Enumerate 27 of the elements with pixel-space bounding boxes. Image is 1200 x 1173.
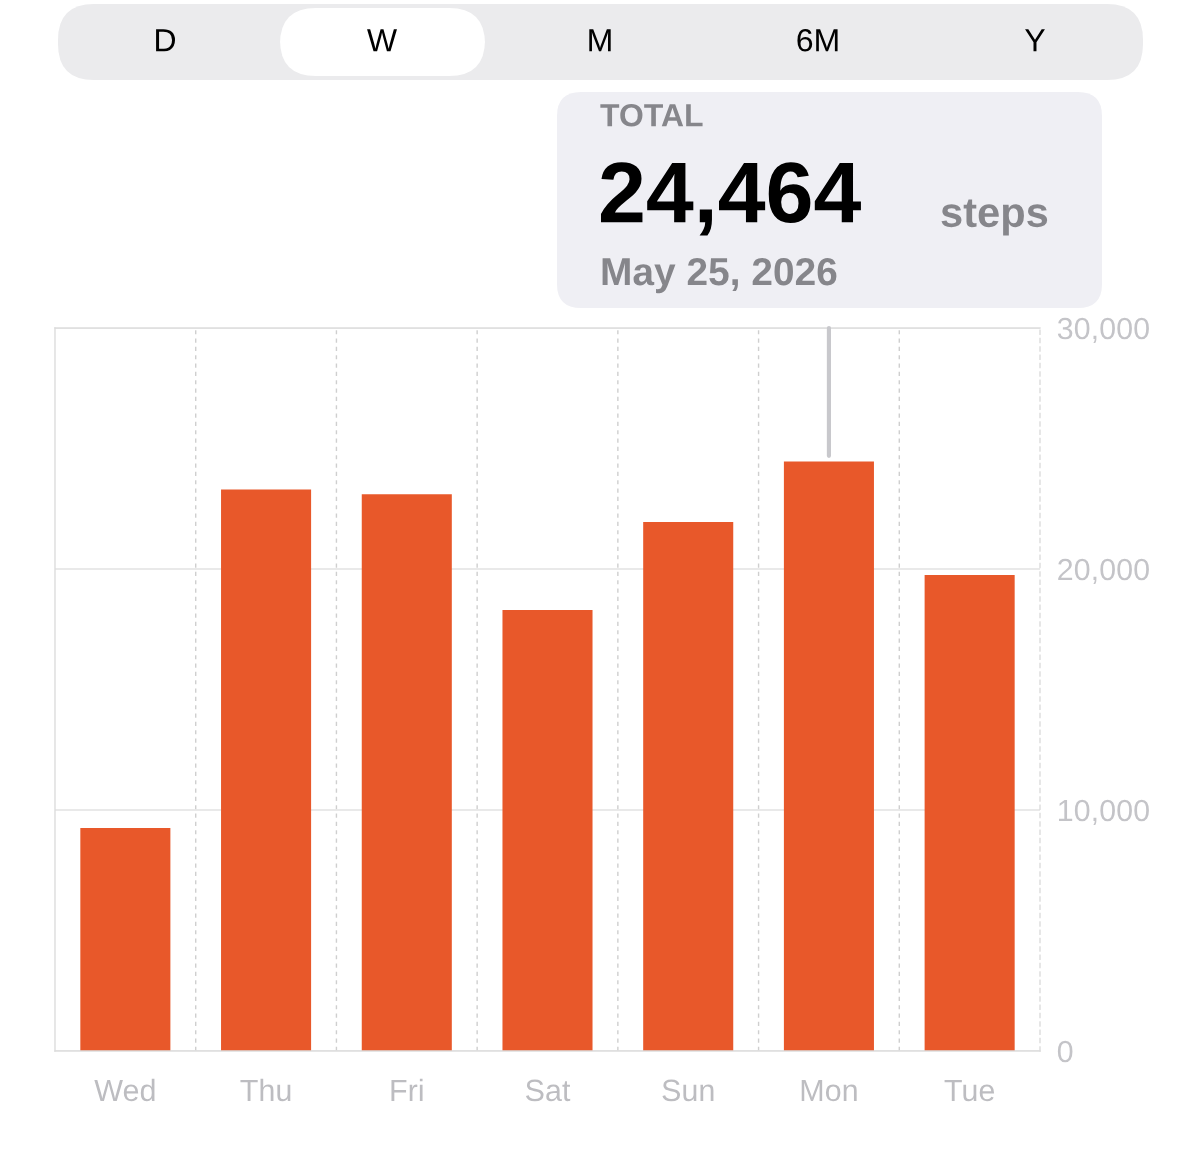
y-tick-label: 20,000 [1058, 558, 1149, 584]
bar [783, 461, 874, 1051]
x-tick-label: Mon [801, 1079, 857, 1102]
y-tick-label: 10,000 [1059, 799, 1149, 825]
y-tick-label: 30,000 [1057, 317, 1149, 343]
text: Y [1025, 29, 1045, 52]
bar [502, 609, 593, 1051]
text: M [589, 29, 611, 52]
y-tick-label: 0 [1057, 1040, 1073, 1063]
annotation: 24,464 [600, 162, 861, 236]
x-tick-label: Fri [391, 1078, 423, 1101]
bar [643, 522, 734, 1051]
text: W [367, 29, 397, 52]
bar [924, 575, 1015, 1051]
bar [221, 489, 312, 1051]
text: May 25, 2026 [602, 257, 837, 294]
text: steps [941, 199, 1048, 236]
x-tick-label: Tue [944, 1079, 995, 1102]
text: TOTAL [600, 103, 703, 127]
x-tick-label: Sun [662, 1079, 714, 1102]
x-tick-label: Thu [240, 1078, 291, 1102]
text: 6M [797, 28, 838, 52]
x-tick-label: Wed [94, 1078, 155, 1102]
bar [361, 494, 452, 1051]
bar [80, 828, 171, 1051]
x-tick-label: Sat [525, 1079, 571, 1102]
text: D [156, 29, 176, 52]
